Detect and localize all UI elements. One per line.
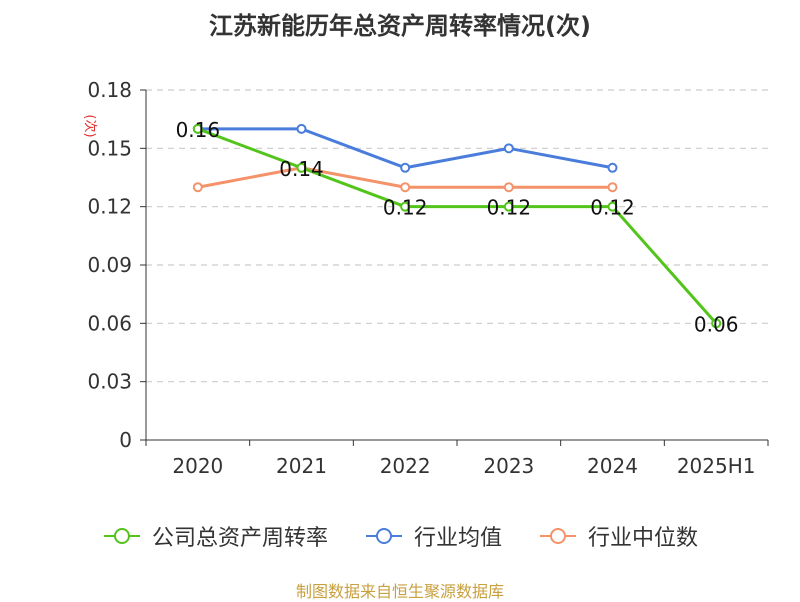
legend-item-industry-median[interactable]: 行业中位数 [538,520,698,552]
legend-item-industry-mean[interactable]: 行业均值 [364,520,502,552]
data-point [607,162,618,173]
legend-marker-industry-median [540,528,576,544]
data-point [607,201,618,212]
x-tick-label: 2025H1 [677,454,756,478]
data-point [711,318,722,329]
legend: 公司总资产周转率 行业均值 行业中位数 [0,516,800,556]
x-tick-label: 2024 [587,454,638,478]
data-label: 0.12 [590,196,635,220]
data-point [400,182,411,193]
legend-label-company: 公司总资产周转率 [151,526,328,551]
y-tick-label: 0.09 [87,253,132,277]
y-tick-label: 0.06 [87,311,132,335]
data-label: 0.06 [694,312,739,336]
y-tick-label: 0.12 [87,195,132,219]
data-point [503,143,514,154]
source-note: 制图数据来自恒生聚源数据库 [295,582,504,601]
data-point [296,123,307,134]
legend-item-company[interactable]: 公司总资产周转率 [102,520,328,552]
data-point [400,201,411,212]
data-point [296,162,307,173]
data-point [192,182,203,193]
x-tick-label: 2021 [276,454,327,478]
series-line [197,127,718,325]
y-axis-label: (次) [82,114,98,137]
data-label: 0.16 [176,118,221,142]
x-tick-label: 2023 [483,454,534,478]
y-tick-label: 0 [119,428,132,452]
y-tick-label: 0.18 [87,78,132,102]
legend-label-industry-median: 行业中位数 [588,526,699,551]
data-point [607,182,618,193]
data-point [192,123,203,134]
data-label: 0.12 [383,196,428,220]
data-point [400,162,411,173]
y-tick-label: 0.15 [87,136,132,160]
legend-label-industry-mean: 行业均值 [413,526,502,551]
line-chart: 0 0.03 0.06 0.09 0.12 0.15 0.18 2020 2021 2022 202… [82,78,769,478]
legend-marker-company [103,528,140,544]
x-tick-label: 2022 [380,454,431,478]
data-label: 0.12 [487,196,532,220]
chart-title: 江苏新能历年总资产周转率情况(次) [209,12,591,40]
x-tick-label: 2020 [172,454,223,478]
data-point [503,182,514,193]
data-label: 0.14 [279,157,324,181]
y-tick-label: 0.03 [87,370,132,394]
data-point [503,201,514,212]
legend-marker-industry-mean [365,528,402,544]
